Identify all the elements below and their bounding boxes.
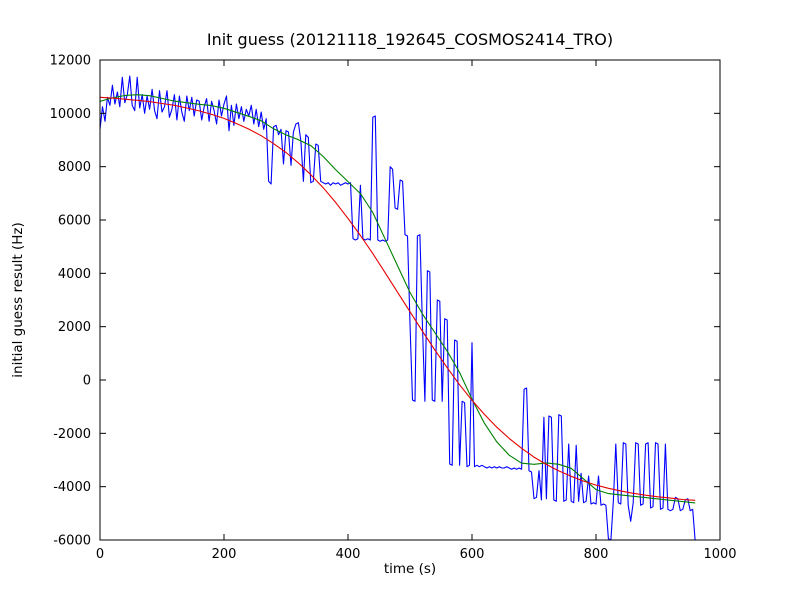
y-tick-label: -2000 — [53, 427, 91, 442]
y-tick-label: 6000 — [58, 214, 91, 229]
x-tick-label: 800 — [584, 547, 609, 562]
y-tick-label: 4000 — [58, 267, 91, 282]
y-tick-label: -6000 — [53, 534, 91, 549]
series-red-line — [100, 96, 696, 501]
x-tick-label: 0 — [96, 547, 104, 562]
y-tick-label: 12000 — [50, 54, 91, 69]
x-axis-label: time (s) — [384, 561, 436, 577]
y-tick-label: -4000 — [53, 480, 91, 495]
y-tick-label: 0 — [83, 374, 91, 389]
y-tick-label: 2000 — [58, 320, 91, 335]
y-axis-label: initial guess result (Hz) — [10, 222, 26, 377]
x-tick-label: 200 — [212, 547, 237, 562]
series-blue-line — [100, 75, 696, 540]
x-tick-label: 1000 — [703, 547, 736, 562]
y-tick-label: 10000 — [50, 107, 91, 122]
chart-title: Init guess (20121118_192645_COSMOS2414_T… — [207, 30, 613, 50]
series-green-line — [100, 94, 696, 504]
axes-frame — [99, 59, 721, 541]
x-tick-label: 600 — [460, 547, 485, 562]
x-tick-label: 400 — [336, 547, 361, 562]
y-tick-label: 8000 — [58, 160, 91, 175]
